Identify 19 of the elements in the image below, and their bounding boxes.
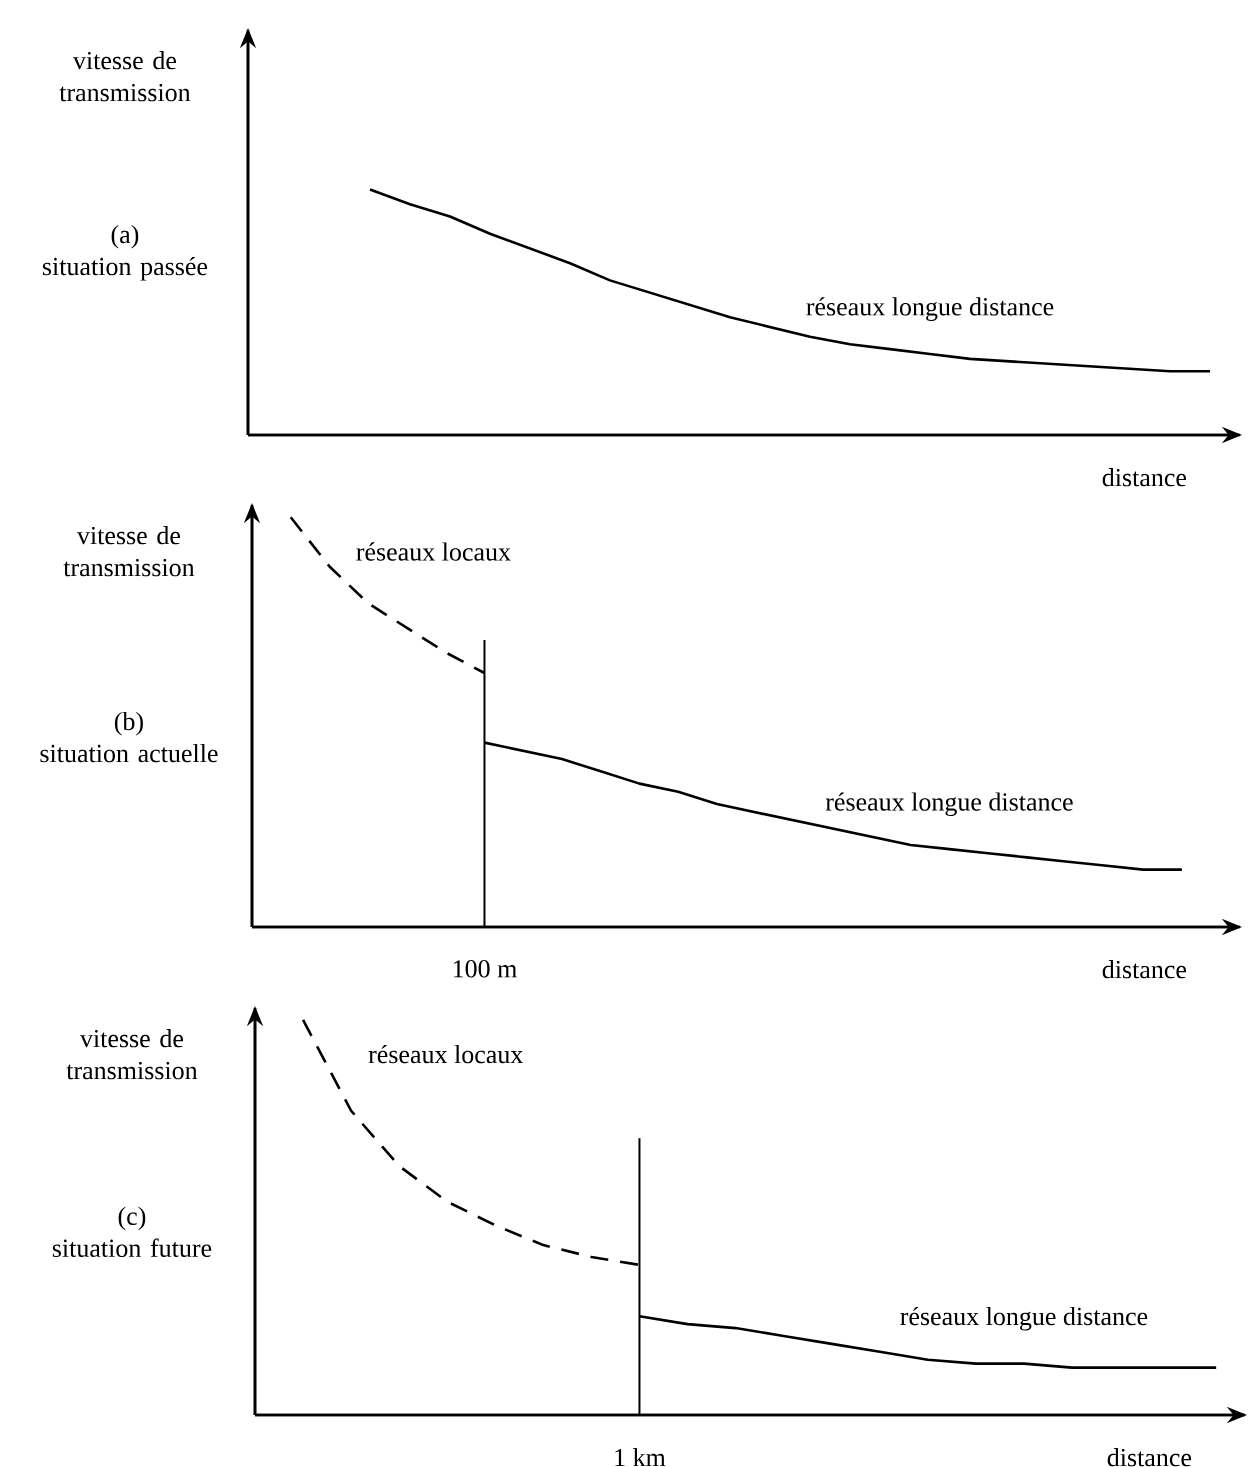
text: (a) <box>111 224 139 249</box>
series-label: réseaux locaux <box>368 1044 524 1064</box>
series-label: réseaux longue distance <box>900 1306 1148 1331</box>
text: situation actuelle <box>40 743 218 763</box>
text: 100 m <box>453 960 517 978</box>
x-axis-title: distance <box>1102 960 1187 979</box>
text: situation passée <box>42 256 208 281</box>
text: (c) <box>118 1206 146 1231</box>
y-axis-title: vitesse de transmission <box>66 1029 198 1080</box>
x-axis-title: distance <box>1102 468 1187 487</box>
text: (b) <box>114 711 143 736</box>
y-axis-title: vitesse de transmission <box>63 526 195 577</box>
y-axis-title: vitesse de transmission <box>59 51 191 102</box>
text: 1 km <box>615 1448 666 1467</box>
x-axis-title: distance <box>1107 1448 1192 1467</box>
text: situation future <box>52 1238 212 1258</box>
series-label: réseaux locaux <box>356 542 511 561</box>
series-label: réseaux longue distance <box>806 297 1054 321</box>
series-label: réseaux longue distance <box>825 792 1073 817</box>
